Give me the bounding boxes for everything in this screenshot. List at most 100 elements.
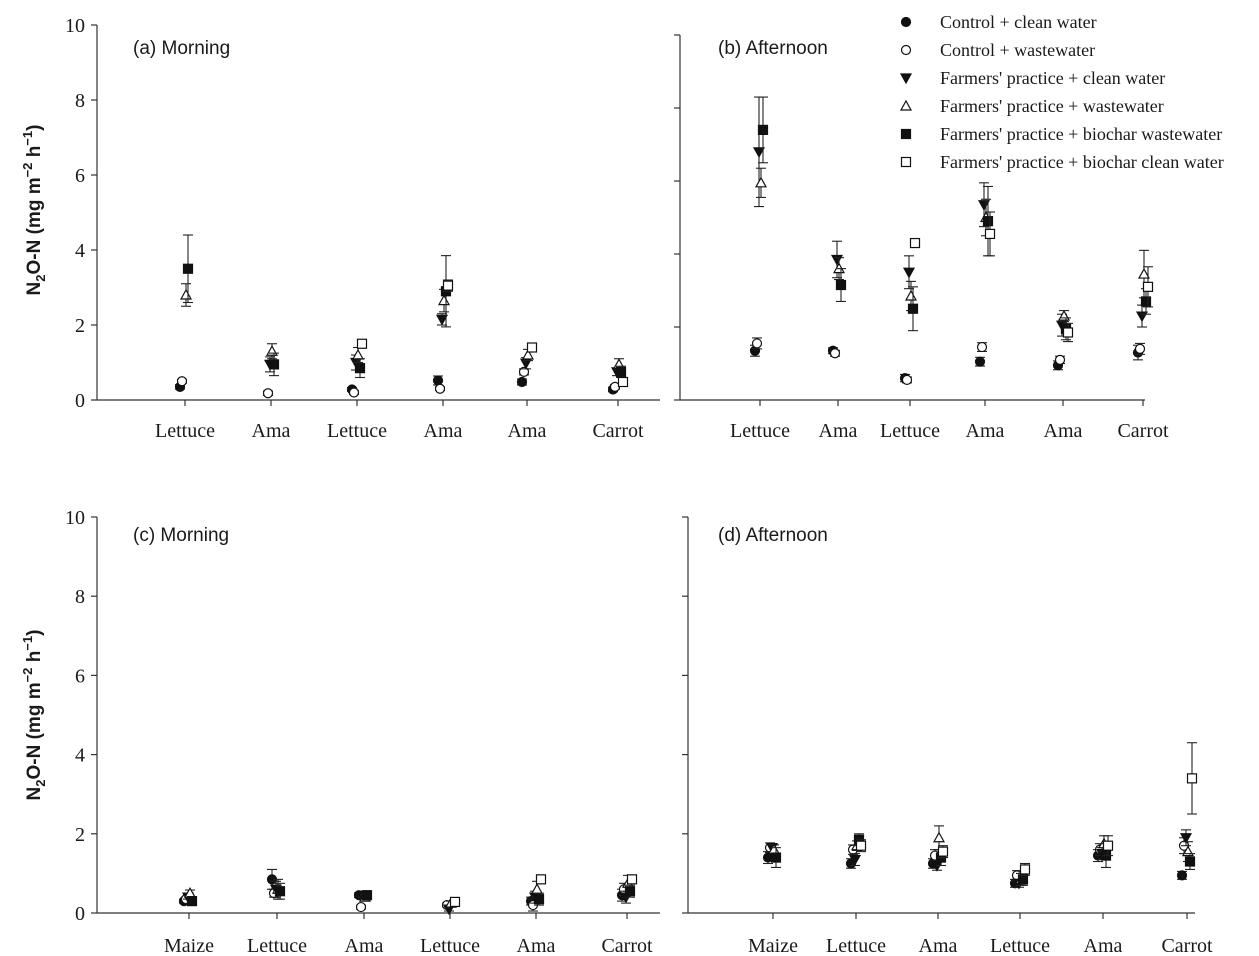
- y-tick-label-a-2: 2: [75, 315, 85, 337]
- series-b-farmers-practice-biochar-wastewater: [757, 96, 1152, 341]
- panel-title-c: (c) Morning: [133, 525, 229, 546]
- series-a-control-wastewater: [176, 366, 621, 399]
- legend-label-farmers-practice-biochar-wastewater: Farmers' practice + biochar wastewater: [940, 124, 1222, 144]
- legend-label-farmers-practice-biochar-clean-water: Farmers' practice + biochar clean water: [940, 152, 1224, 172]
- point-d-2-5: [1179, 833, 1193, 844]
- point-b-4-1: [835, 279, 847, 291]
- panel-title-b: (b) Afternoon: [718, 38, 828, 59]
- legend-marker-control-clean-water: [900, 16, 912, 28]
- point-b-2-1: [830, 254, 844, 266]
- legend-marker-farmers-practice-clean-water: [899, 73, 913, 85]
- point-d-5-3: [1019, 864, 1031, 875]
- panel-title-d: (d) Afternoon: [718, 525, 828, 546]
- series-d-control-wastewater: [764, 837, 1190, 881]
- y-tick-label-c-10: 10: [65, 507, 85, 529]
- legend-item-farmers-practice-biochar-clean-water: Farmers' practice + biochar clean water: [900, 152, 1224, 172]
- x-tick-label-b-4: Ama: [1044, 420, 1083, 442]
- x-tick-label-c-1: Lettuce: [247, 935, 307, 956]
- point-a-3-1: [265, 345, 279, 356]
- legend-item-control-clean-water: Control + clean water: [900, 12, 1097, 32]
- legend-marker-farmers-practice-wastewater: [899, 99, 913, 111]
- y-tick-label-c-6: 6: [75, 665, 85, 687]
- x-tick-label-b-5: Carrot: [1117, 420, 1169, 442]
- point-a-1-3: [434, 383, 446, 394]
- point-b-4-3: [982, 216, 994, 227]
- series-d-farmers-practice-clean-water: [765, 829, 1193, 890]
- point-d-4-3: [1017, 874, 1029, 885]
- point-a-4-1: [268, 359, 280, 370]
- point-b-1-4: [1054, 354, 1066, 365]
- point-d-5-1: [855, 840, 867, 851]
- legend-marker-farmers-practice-biochar-wastewater: [900, 128, 912, 140]
- point-b-5-5: [1142, 281, 1154, 292]
- series-b-farmers-practice-biochar-clean-water: [909, 211, 1154, 343]
- y-tick-label-a-10: 10: [65, 15, 85, 37]
- point-b-4-0: [757, 124, 769, 136]
- point-d-5-2: [937, 846, 949, 857]
- panel-title-a: (a) Morning: [133, 38, 230, 59]
- y-tick-label-c-4: 4: [75, 745, 85, 767]
- point-a-1-0: [176, 376, 188, 387]
- series-d-farmers-practice-biochar-clean-water: [855, 742, 1198, 876]
- y-tick-label-a-6: 6: [75, 165, 85, 187]
- panel-d: Maize Lettuce Ama Lettuce Ama Carrot (d) After…: [682, 516, 1213, 956]
- x-tick-label-b-1: Ama: [819, 420, 858, 442]
- y-tick-label-a-4: 4: [75, 240, 85, 262]
- point-b-3-0: [754, 176, 768, 188]
- legend-item-farmers-practice-clean-water: Farmers' practice + clean water: [899, 68, 1165, 88]
- point-c-4-2: [361, 890, 373, 901]
- point-c-4-1: [274, 886, 286, 897]
- point-c-4-0: [186, 896, 198, 907]
- y-tick-label-a-8: 8: [75, 90, 85, 112]
- point-a-1-1: [262, 388, 274, 399]
- point-a-5-4: [526, 342, 538, 353]
- point-b-4-2: [907, 303, 919, 314]
- point-d-5-5: [1186, 773, 1198, 784]
- x-tick-label-b-2: Lettuce: [880, 420, 940, 442]
- x-tick-label-c-3: Lettuce: [420, 935, 480, 956]
- x-tick-label-a-3: Ama: [424, 420, 463, 442]
- y-axis-title-top: N2O-N (mg m−2 h−1): [20, 125, 48, 296]
- y-axis-title-bottom: N2O-N (mg m−2 h−1): [20, 630, 48, 801]
- x-tick-label-c-5: Carrot: [601, 935, 653, 956]
- series-d-farmers-practice-wastewater: [767, 825, 1195, 886]
- series-d-control-clean-water: [762, 849, 1188, 889]
- point-d-4-5: [1184, 856, 1196, 867]
- series-c-farmers-practice-biochar-clean-water: [449, 874, 638, 908]
- point-b-0-3: [974, 356, 986, 367]
- y-tick-label-c-2: 2: [75, 824, 85, 846]
- legend-item-farmers-practice-wastewater: Farmers' practice + wastewater: [899, 96, 1164, 116]
- legend-marker-farmers-practice-biochar-clean-water: [900, 156, 912, 168]
- legend-label-control-clean-water: Control + clean water: [940, 12, 1097, 32]
- series-a-farmers-practice-wastewater: [179, 283, 626, 371]
- point-a-5-5: [617, 376, 629, 388]
- point-b-3-5: [1137, 267, 1151, 279]
- panel-c: 0 2 4 6 8 10 Maize Lettuce Ama Lettuce Ama Carrot (c…: [65, 507, 660, 956]
- series-c-farmers-practice-biochar-wastewater: [186, 882, 636, 907]
- point-b-1-5: [1134, 343, 1146, 354]
- point-c-5-4: [535, 874, 547, 885]
- legend-label-farmers-practice-wastewater: Farmers' practice + wastewater: [940, 96, 1164, 116]
- point-c-4-4: [533, 894, 545, 905]
- x-tick-label-d-4: Ama: [1084, 935, 1123, 956]
- series-b-farmers-practice-wastewater: [754, 167, 1151, 323]
- legend: Control + clean water Control + wastewate…: [899, 12, 1224, 172]
- point-d-5-4: [1102, 840, 1114, 851]
- point-b-1-0: [751, 338, 763, 349]
- point-a-3-3: [437, 294, 451, 306]
- point-b-1-2: [901, 374, 913, 386]
- point-c-5-5: [626, 874, 638, 885]
- point-b-4-5: [1140, 296, 1152, 307]
- legend-label-farmers-practice-clean-water: Farmers' practice + clean water: [940, 68, 1165, 88]
- point-b-2-2: [902, 267, 916, 279]
- point-c-1-2: [355, 901, 367, 913]
- point-a-4-0: [182, 263, 194, 274]
- point-c-3-4: [530, 883, 544, 894]
- point-a-3-0: [179, 288, 193, 300]
- point-d-2-1: [848, 854, 862, 866]
- legend-marker-control-wastewater: [900, 44, 912, 56]
- series-c-farmers-practice-wastewater: [183, 874, 635, 908]
- point-a-0-3: [432, 375, 444, 386]
- point-a-1-4: [518, 366, 530, 377]
